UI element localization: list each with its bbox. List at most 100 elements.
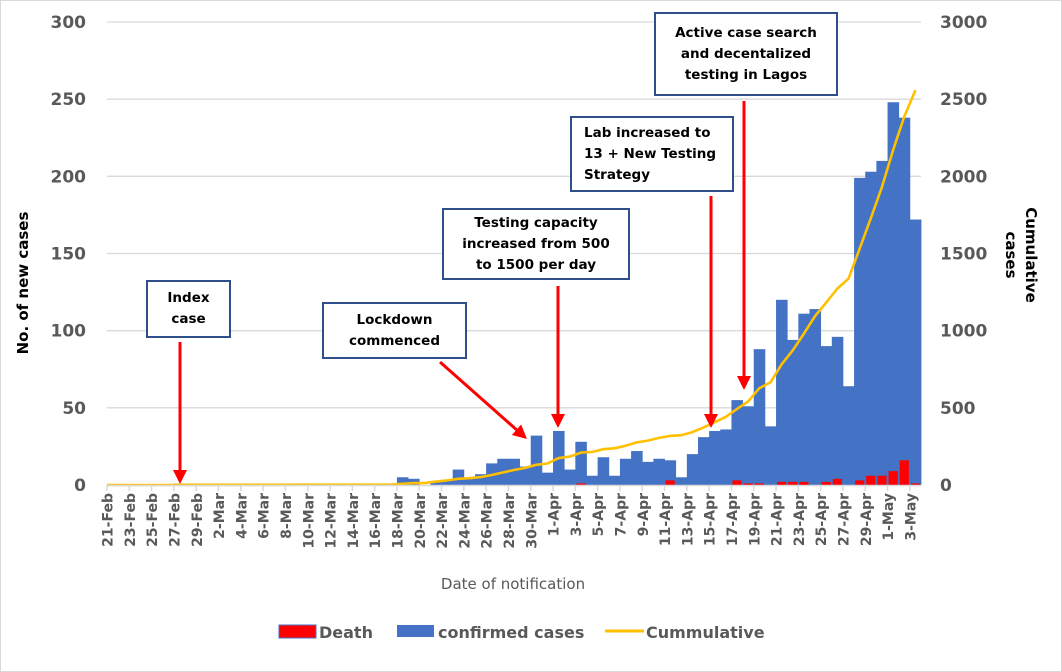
legend-confirmed-label: confirmed cases [438,623,584,642]
annotation-index-case: Index case [146,280,231,338]
death-bars [576,460,920,485]
confirmed-bar [720,429,732,485]
confirmed-bar [854,177,866,486]
left-axis-ticks: 0 50 100 150 200 250 300 [51,13,87,496]
y2-tick-label: 3000 [940,13,987,33]
confirmed-bar [541,472,554,485]
confirmed-bar [697,437,710,485]
x-tick-label: 20-Mar [413,493,429,549]
x-tick-label: 30-Mar [524,493,540,549]
x-tick-label: 14-Mar [346,493,362,549]
death-bar [821,481,831,485]
death-bar [732,480,742,485]
confirmed-bar [619,458,632,485]
confirmed-bar [474,474,487,485]
death-bar [899,460,909,485]
annotation-arrows [173,101,751,484]
arrow-icon [737,101,751,390]
y-tick-label: 50 [62,399,86,419]
x-tick-label: 16-Mar [368,493,384,549]
legend-death-swatch [278,624,317,639]
y2-tick-label: 2500 [940,90,987,110]
confirmed-bar [709,430,721,485]
death-bar [866,475,876,485]
y-tick-label: 150 [51,245,87,265]
confirmed-bar [742,406,755,485]
y-tick-label: 0 [74,476,86,496]
confirmed-cases-bars [173,102,922,486]
annotation-active-case-search: Active case search and decentalized test… [654,12,838,96]
y2-tick-label: 0 [940,476,952,496]
x-tick-label: 2-Mar [212,493,228,539]
x-tick-label: 3-Apr [569,493,585,536]
x-tick-label: 18-Mar [390,493,406,549]
death-bar [888,471,898,485]
confirmed-bar [608,475,621,485]
confirmed-bar [831,336,844,485]
confirmed-bar [776,299,788,485]
confirmed-bar [463,478,476,485]
death-bar [665,480,675,485]
annotation-lockdown: Lockdown commenced [322,302,467,359]
x-tick-label: 11-Apr [658,493,674,546]
confirmed-bar [452,469,465,485]
x-tick-label: 21-Apr [770,493,786,546]
legend-cumulative-label: Cummulative [646,623,765,642]
x-tick-label: 21-Feb [101,493,117,547]
y2-tick-label: 500 [940,399,976,419]
annotation-lab-increase: Lab increased to 13 + New Testing Strate… [570,116,734,192]
death-bar [788,481,798,485]
confirmed-bar [430,481,442,485]
legend-confirmed-swatch [397,625,434,637]
confirmed-bar [508,458,520,485]
death-bar [777,481,787,485]
confirmed-bar [631,451,643,485]
confirmed-bar [820,346,833,485]
x-axis-title: Date of notification [441,575,585,593]
x-tick-label: 1-May [881,493,897,541]
annotation-testing-capacity: Testing capacity increased from 500 to 1… [442,208,630,280]
x-tick-label: 25-Apr [814,493,830,546]
x-tick-label: 17-Apr [725,493,741,546]
x-tick-label: 28-Mar [502,493,518,549]
x-tick-label: 4-Mar [234,493,250,539]
x-axis-ticks: 21-Feb 23-Feb 25-Feb 27-Feb 29-Feb 2-Mar 4-Mar… [101,485,919,549]
x-tick-label: 23-Feb [123,493,139,547]
x-tick-label: 27-Feb [167,493,183,547]
confirmed-bar [597,457,610,485]
confirmed-bar [664,460,677,485]
death-bar [832,478,842,485]
x-tick-label: 7-Apr [614,493,630,536]
confirmed-bar [530,435,543,485]
y2-tick-label: 1500 [940,245,987,265]
arrow-icon [173,342,187,484]
confirmed-bar [898,117,911,485]
confirmed-bar [909,219,922,485]
x-tick-label: 5-Apr [591,493,607,536]
death-bar [799,481,809,485]
x-tick-label: 29-Apr [859,493,875,546]
y-tick-label: 200 [51,167,87,187]
x-tick-label: 8-Mar [279,493,295,539]
x-tick-label: 26-Mar [480,493,496,549]
death-bar [855,480,865,485]
confirmed-bar [842,386,855,485]
x-tick-label: 10-Mar [301,493,317,549]
x-tick-label: 12-Mar [324,493,340,549]
x-tick-label: 19-Apr [747,493,763,546]
confirmed-bar [586,475,599,485]
y-tick-label: 100 [51,322,87,342]
x-tick-label: 24-Mar [457,493,473,549]
confirmed-bar [764,426,777,485]
death-bar [576,483,586,485]
x-tick-label: 23-Apr [792,493,808,546]
x-tick-label: 3-May [903,493,919,541]
confirmed-bar [396,477,409,485]
arrow-icon [704,196,718,428]
confirmed-bar [809,309,822,485]
confirmed-bar [441,480,454,485]
arrow-icon [551,286,565,428]
confirmed-bar [686,454,699,485]
x-tick-label: 1-Apr [547,493,563,536]
confirmed-bar [753,349,766,485]
